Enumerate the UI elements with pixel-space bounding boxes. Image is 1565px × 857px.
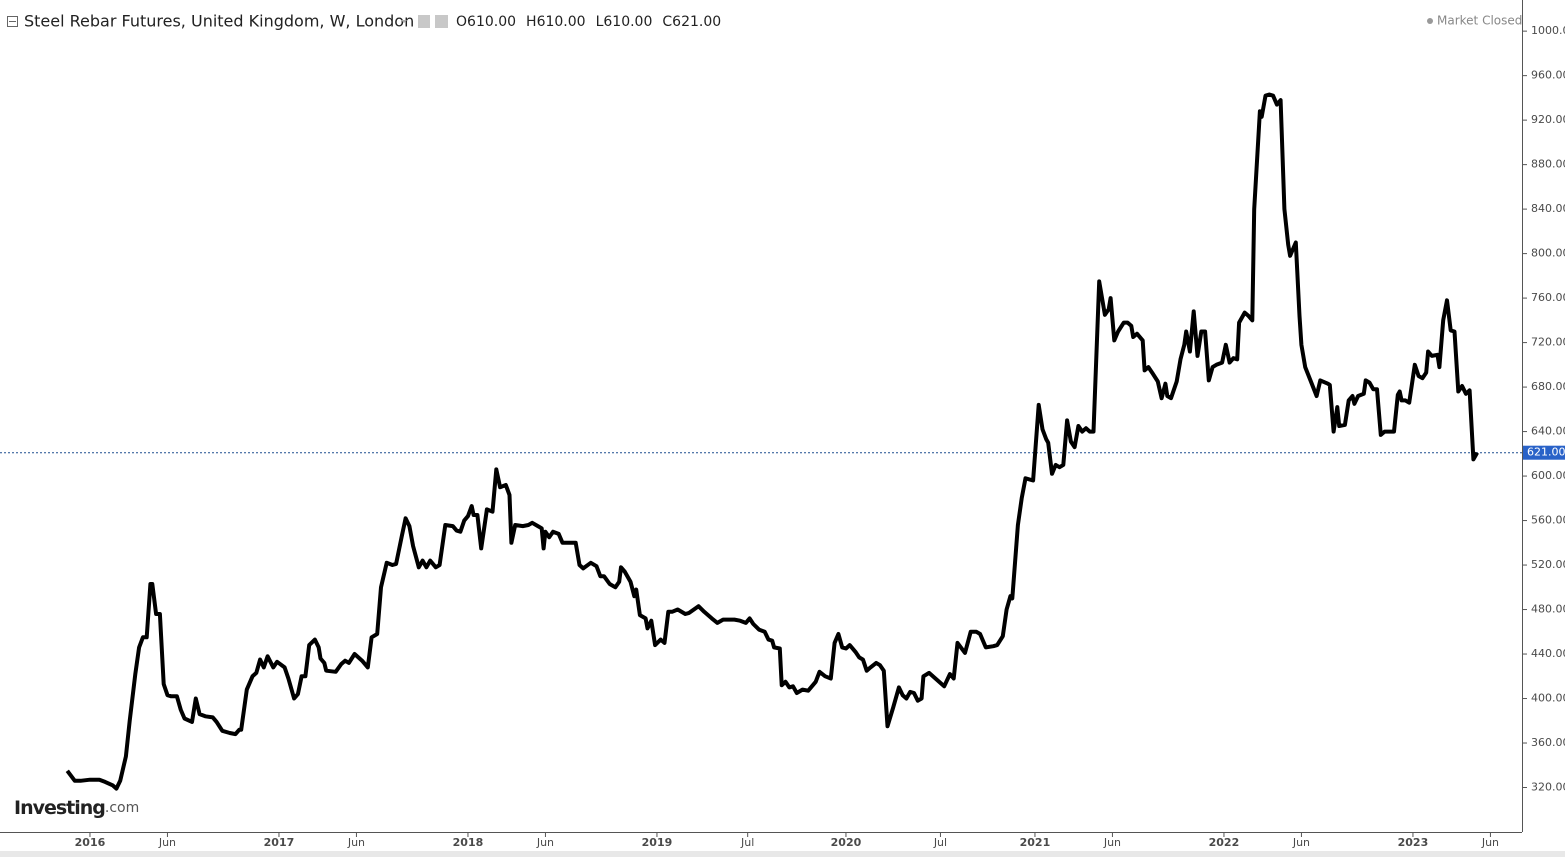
x-tick-label: 2016	[75, 836, 106, 849]
y-tick-label: 400.00	[1531, 692, 1565, 705]
dropdown-caret[interactable]	[401, 20, 407, 23]
x-tick-label: Jun	[1103, 836, 1121, 849]
x-tick-label: 2019	[642, 836, 673, 849]
y-tick-label: 920.00	[1531, 113, 1565, 126]
chart-title: Steel Rebar Futures, United Kingdom, W, …	[24, 12, 414, 31]
y-tick-label: 720.00	[1531, 336, 1565, 349]
x-tick-label: 2020	[831, 836, 862, 849]
brand: Investing.com	[14, 797, 139, 819]
y-tick-label: 480.00	[1531, 603, 1565, 616]
y-tick-label: 640.00	[1531, 425, 1565, 438]
ohlc-label: H	[526, 14, 537, 30]
status-dot	[1427, 18, 1433, 24]
ohlc-text: O610.00 H610.00 L610.00 C621.00	[456, 14, 721, 30]
y-tick-label: 760.00	[1531, 291, 1565, 304]
market-status: Market Closed	[1437, 14, 1522, 28]
x-tick-label: Jul	[933, 836, 947, 849]
x-tick-label: Jun	[1481, 836, 1499, 849]
x-tick-label: 2018	[453, 836, 484, 849]
ohlc-value: 621.00	[672, 14, 721, 30]
y-tick-label: 320.00	[1531, 781, 1565, 794]
y-tick-label: 1000.00	[1531, 24, 1565, 37]
y-tick-label: 600.00	[1531, 469, 1565, 482]
icon[interactable]	[418, 15, 430, 28]
y-tick-label: 960.00	[1531, 69, 1565, 82]
x-tick-label: Jun	[1292, 836, 1310, 849]
x-tick-label: 2021	[1020, 836, 1051, 849]
x-tick-label: Jun	[536, 836, 554, 849]
ohlc-label: C	[662, 14, 672, 30]
ohlc-label: O	[456, 14, 467, 30]
y-tick-label: 360.00	[1531, 736, 1565, 749]
brand-name: Investing	[14, 797, 105, 819]
y-tick-label: 880.00	[1531, 158, 1565, 171]
y-tick-label: 680.00	[1531, 380, 1565, 393]
icon[interactable]	[435, 15, 448, 28]
ohlc-label: L	[596, 14, 604, 30]
ohlc-value: 610.00	[537, 14, 586, 30]
y-tick-label: 560.00	[1531, 514, 1565, 527]
bottom-strip	[0, 851, 1565, 857]
x-tick-label: Jun	[158, 836, 176, 849]
x-tick-label: Jul	[740, 836, 754, 849]
y-tick-label: 520.00	[1531, 558, 1565, 571]
collapse-icon[interactable]	[7, 16, 18, 27]
ohlc-value: 610.00	[467, 14, 516, 30]
last-price-label: 621.00	[1527, 446, 1565, 459]
last-price-badge	[1523, 445, 1565, 460]
x-tick-label: 2017	[264, 836, 295, 849]
x-tick-label: Jun	[347, 836, 365, 849]
ohlc-value: 610.00	[603, 14, 652, 30]
brand-suffix: .com	[105, 800, 139, 816]
x-tick-label: 2023	[1398, 836, 1429, 849]
ohlc: O610.00 H610.00 L610.00 C621.00	[456, 14, 721, 30]
y-tick-label: 800.00	[1531, 247, 1565, 260]
x-tick-label: 2022	[1209, 836, 1240, 849]
y-tick-label: 840.00	[1531, 202, 1565, 215]
price-line	[65, 92, 1479, 791]
y-tick-label: 440.00	[1531, 647, 1565, 660]
